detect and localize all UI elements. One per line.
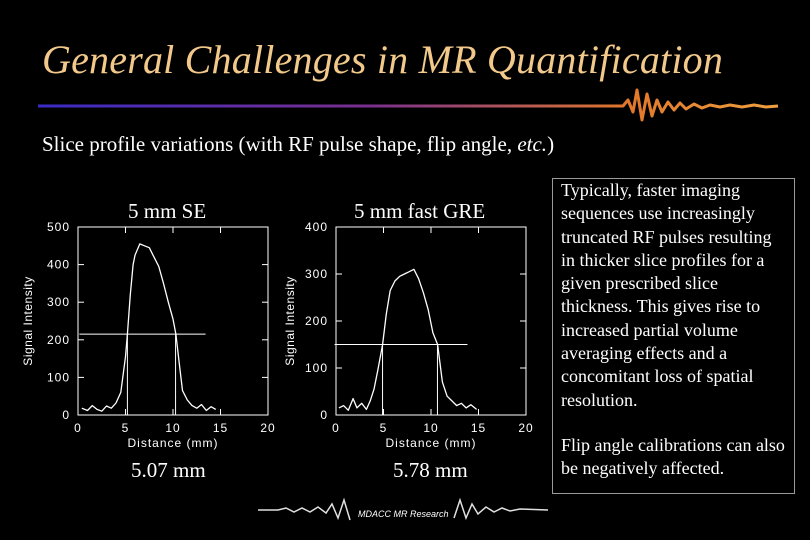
y-tick-label: 0 <box>320 408 328 422</box>
x-tick-label: 5 <box>122 421 130 435</box>
footer-text: MDACC MR Research <box>358 509 449 519</box>
title-underline-wave <box>38 88 779 122</box>
series-line <box>81 243 217 412</box>
y-tick-label: 300 <box>47 295 70 309</box>
slide-subtitle: Slice profile variations (with RF pulse … <box>42 132 554 157</box>
y-axis-label: Signal Intensity <box>21 276 35 365</box>
subtitle-italic: etc. <box>517 132 548 156</box>
subtitle-text: Slice profile variations (with RF pulse … <box>42 132 518 156</box>
plot1-title: 5 mm SE <box>128 199 207 223</box>
x-tick-label: 15 <box>471 421 486 435</box>
x-axis-label: Distance (mm) <box>385 436 476 450</box>
x-tick-label: 20 <box>518 421 533 435</box>
se-measurement: 5.07 mm <box>131 458 206 482</box>
footer-logo: MDACC MR Research <box>258 497 548 521</box>
y-tick-label: 500 <box>47 220 70 234</box>
explanation-textbox: Typically, faster imaging sequences use … <box>552 178 795 494</box>
x-tick-label: 10 <box>165 421 180 435</box>
y-tick-label: 400 <box>47 258 70 272</box>
subtitle-suffix: ) <box>547 132 555 156</box>
x-axis-label: Distance (mm) <box>127 436 218 450</box>
y-tick-label: 200 <box>47 333 70 347</box>
slide-title: General Challenges in MR Quantification <box>42 37 724 82</box>
y-tick-label: 200 <box>305 314 328 328</box>
explanation-paragraph-2: Flip angle calibrations can also be nega… <box>561 434 785 479</box>
x-tick-label: 10 <box>423 421 438 435</box>
y-tick-label: 300 <box>305 267 328 281</box>
gre-measurement: 5.78 mm <box>393 458 468 482</box>
y-tick-label: 100 <box>47 370 70 384</box>
y-tick-label: 400 <box>305 220 328 234</box>
x-tick-label: 0 <box>332 421 340 435</box>
series-line <box>338 268 478 411</box>
x-tick-label: 0 <box>74 421 82 435</box>
y-axis-label: Signal Intensity <box>283 276 297 365</box>
y-tick-label: 100 <box>305 361 328 375</box>
plot2-title: 5 mm fast GRE <box>354 199 486 223</box>
explanation-paragraph-1: Typically, faster imaging sequences use … <box>561 180 772 410</box>
x-tick-label: 15 <box>213 421 228 435</box>
x-tick-label: 20 <box>260 421 275 435</box>
y-tick-label: 0 <box>62 408 70 422</box>
x-tick-label: 5 <box>380 421 388 435</box>
